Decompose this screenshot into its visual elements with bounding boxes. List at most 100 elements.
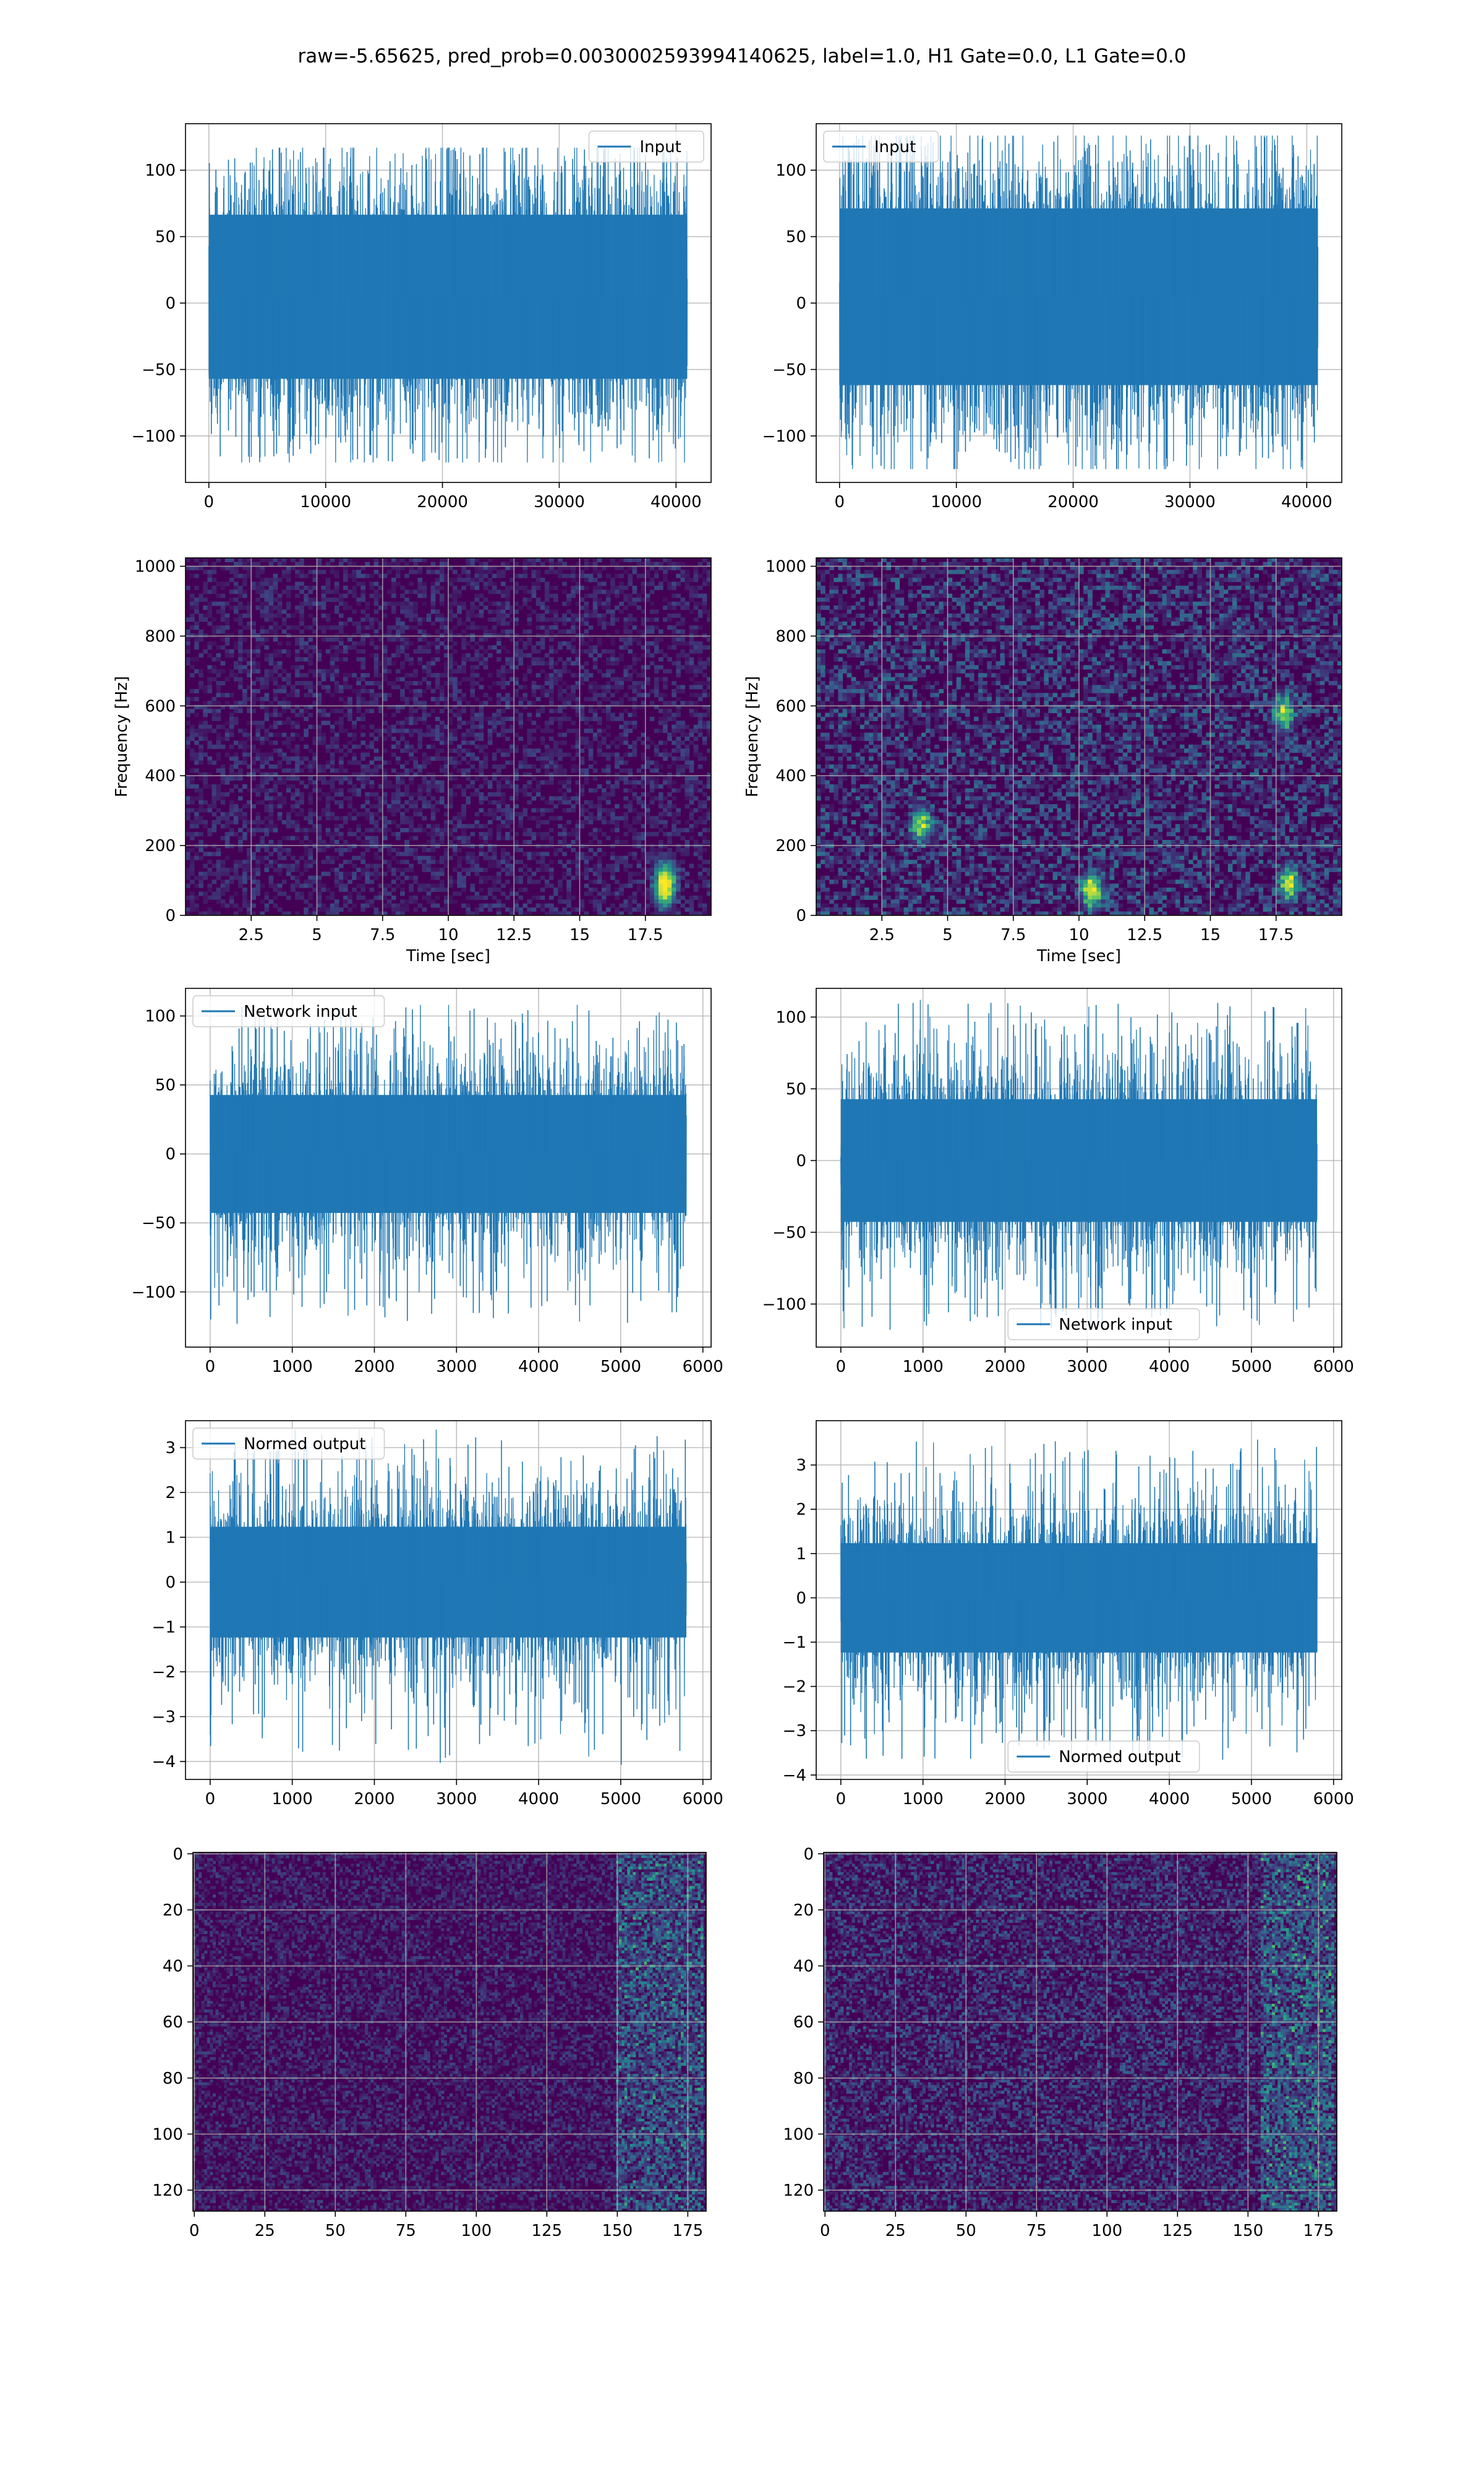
heatmap-cell [535, 816, 541, 821]
heatmap-cell [562, 665, 567, 670]
heatmap-cell [461, 704, 466, 709]
heatmap-cell [382, 677, 388, 682]
heatmap-cell [321, 625, 326, 630]
heatmap-cell [461, 709, 466, 714]
heatmap-cell [400, 828, 405, 833]
heatmap-cell [558, 748, 563, 753]
heatmap-cell [474, 696, 480, 701]
heatmap-cell [632, 852, 638, 857]
heatmap-cell [211, 792, 217, 797]
heatmap-cell [527, 732, 532, 737]
heatmap-cell [606, 812, 611, 817]
heatmap-cell [474, 581, 480, 586]
heatmap-cell [369, 724, 375, 729]
heatmap-cell [575, 585, 581, 590]
heatmap-cell [628, 633, 633, 638]
heatmap-cell [443, 661, 449, 666]
heatmap-cell [430, 589, 436, 594]
heatmap-cell [659, 812, 663, 817]
heatmap-cell [514, 860, 519, 865]
heatmap-cell [584, 800, 589, 805]
heatmap-cell [540, 669, 545, 674]
heatmap-cell [260, 585, 265, 590]
heatmap-cell [483, 570, 488, 575]
heatmap-cell [308, 645, 313, 650]
heatmap-cell [645, 649, 650, 654]
heatmap-cell [400, 665, 405, 670]
heatmap-cell [457, 824, 462, 829]
heatmap-cell [680, 721, 686, 726]
heatmap-cell [391, 609, 396, 614]
heatmap-cell [575, 633, 581, 638]
heatmap-cell [457, 709, 462, 714]
heatmap-cell [356, 573, 361, 578]
heatmap-cell [409, 696, 414, 701]
heatmap-cell [308, 748, 313, 753]
heatmap-cell [548, 816, 554, 821]
heatmap-cell [531, 752, 537, 757]
heatmap-cell [334, 740, 339, 745]
heatmap-cell [702, 756, 707, 761]
heatmap-cell [286, 570, 291, 575]
heatmap-cell [264, 772, 270, 777]
heatmap-cell [426, 633, 432, 638]
heatmap-cell [487, 673, 493, 678]
heatmap-cell [697, 681, 703, 686]
heatmap-cell [645, 764, 650, 769]
heatmap-cell [667, 562, 672, 567]
heatmap-cell [238, 709, 243, 714]
heatmap-cell [558, 721, 563, 726]
heatmap-cell [540, 760, 545, 765]
heatmap-cell [667, 852, 672, 857]
heatmap-cell [255, 855, 261, 860]
heatmap-cell [321, 629, 326, 634]
heatmap-cell [308, 768, 313, 773]
heatmap-cell [659, 649, 663, 654]
heatmap-cell [636, 637, 642, 642]
heatmap-cell [667, 701, 672, 706]
heatmap-cell [233, 661, 239, 666]
heatmap-cell [233, 740, 239, 745]
heatmap-cell [571, 593, 576, 598]
heatmap-cell [186, 883, 190, 888]
heatmap-cell [443, 681, 449, 686]
heatmap-cell [522, 839, 528, 844]
heatmap-cell [190, 709, 195, 714]
heatmap-cell [680, 867, 686, 872]
heatmap-cell [338, 597, 344, 602]
heatmap-cell [373, 661, 379, 666]
heatmap-cell [628, 871, 633, 876]
heatmap-cell [553, 847, 558, 852]
heatmap-cell [518, 637, 524, 642]
heatmap-cell [592, 867, 598, 872]
heatmap-cell [659, 740, 663, 745]
heatmap-cell [211, 713, 217, 717]
heatmap-cell [684, 847, 690, 852]
heatmap-cell [474, 673, 480, 678]
heatmap-cell [466, 562, 471, 567]
heatmap-cell [496, 836, 501, 841]
heatmap-cell [312, 645, 318, 650]
heatmap-cell [667, 867, 672, 872]
heatmap-cell [343, 645, 348, 650]
heatmap-cell [312, 669, 318, 674]
heatmap-cell [369, 780, 375, 785]
heatmap-cell [325, 808, 331, 813]
heatmap-cell [247, 606, 252, 610]
heatmap-cell [535, 709, 541, 714]
heatmap-cell [483, 657, 488, 662]
heatmap-cell [198, 729, 203, 734]
heatmap-cell [404, 716, 409, 721]
heatmap-cell [273, 740, 278, 745]
heatmap-cell [623, 637, 629, 642]
heatmap-cell [255, 606, 261, 610]
heatmap-cell [338, 657, 344, 662]
heatmap-cell [619, 839, 624, 844]
heatmap-cell [312, 756, 318, 761]
heatmap-cell [483, 693, 488, 698]
heatmap-cell [676, 613, 681, 618]
heatmap-cell [548, 772, 554, 777]
heatmap-cell [628, 593, 633, 598]
heatmap-cell [632, 820, 638, 824]
heatmap-cell [588, 704, 594, 709]
